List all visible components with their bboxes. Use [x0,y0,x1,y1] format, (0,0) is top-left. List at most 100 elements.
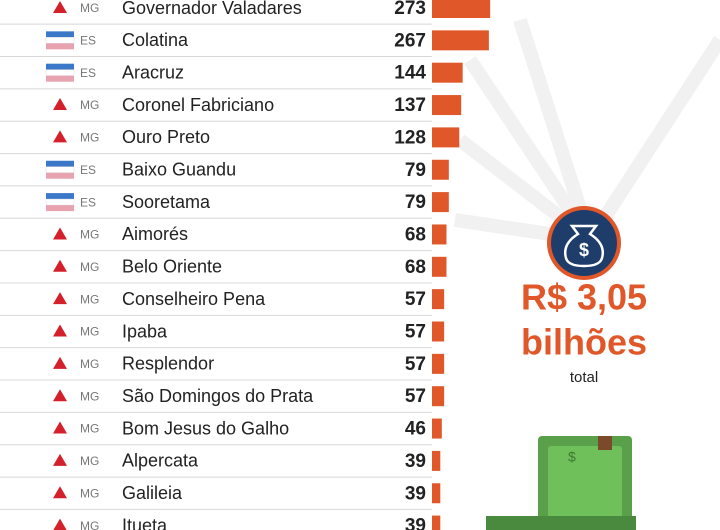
total-label: total [570,369,598,386]
city-label: Itueta [122,515,168,530]
flag-stripe [46,205,74,212]
flag-stripe [46,43,74,50]
flag-stripe [46,75,74,82]
svg-text:$: $ [568,449,576,465]
state-label: MG [80,292,99,306]
flag-mg [53,356,67,369]
value-label: 79 [405,160,426,181]
city-label: Baixo Guandu [122,160,236,180]
flag-mg [53,1,67,13]
bar [432,224,447,245]
flag-mg [53,292,67,305]
flag-stripe [45,166,75,173]
city-label: Coronel Fabriciano [122,95,274,115]
value-label: 68 [405,257,426,278]
flag-es [45,193,75,212]
value-label: 128 [394,127,426,148]
flag-mg [53,98,67,111]
bar [432,515,441,530]
state-label: MG [80,389,99,403]
value-label: 57 [405,322,426,343]
state-label: MG [80,357,99,371]
flag-mg [53,324,67,337]
bar [432,418,442,439]
value-label: 46 [405,419,426,440]
svg-text:$: $ [579,240,589,260]
bar [432,386,445,407]
flag-mg [53,421,67,434]
state-label: MG [80,98,99,112]
flag-stripe [45,69,75,76]
city-label: Governador Valadares [122,0,302,18]
flag-stripe [46,172,74,179]
state-label: MG [80,325,99,339]
bar [432,289,445,310]
bar [432,95,462,116]
city-label: Conselheiro Pena [122,289,266,309]
value-label: 267 [394,30,426,51]
city-label: Galileia [122,483,183,503]
total-unit: bilhões [521,322,647,363]
bar [432,450,441,471]
flag-mg [53,486,67,499]
flag-mg [53,130,67,143]
city-label: Ipaba [122,321,168,341]
value-label: 68 [405,224,426,245]
flag-stripe [46,193,74,200]
flag-mg [53,518,67,530]
value-label: 144 [394,63,426,84]
flag-mg [53,259,67,272]
city-label: Colatina [122,30,189,50]
total-amount: R$ 3,05 [521,277,647,318]
value-label: 57 [405,386,426,407]
value-label: 39 [405,516,426,530]
bar [432,30,489,51]
bar [432,159,449,180]
flag-stripe [45,37,75,44]
city-label: Aracruz [122,62,184,82]
bar [432,321,445,342]
flag-mg [53,389,67,402]
bar [432,62,463,83]
state-label: MG [80,486,99,500]
state-label: ES [80,66,96,80]
value-label: 273 [394,0,426,19]
state-label: ES [80,163,96,177]
bar [432,483,441,504]
state-label: MG [80,422,99,436]
state-label: ES [80,34,96,48]
state-label: MG [80,260,99,274]
flag-mg [53,453,67,466]
city-label: Resplendor [122,354,214,374]
state-label: MG [80,454,99,468]
city-label: Ouro Preto [122,127,210,147]
flag-stripe [46,31,74,38]
flag-es [45,63,75,82]
state-label: MG [80,228,99,242]
value-label: 57 [405,354,426,375]
flag-stripe [45,198,75,206]
city-label: Bom Jesus do Galho [122,418,289,438]
flag-es [45,160,75,179]
city-label: Alpercata [122,451,199,471]
value-label: 137 [394,95,426,116]
bar [432,353,445,374]
city-label: Sooretama [122,192,211,212]
money-illustration: $ [486,436,636,530]
state-label: ES [80,195,96,209]
flag-stripe [46,63,74,70]
state-label: MG [80,131,99,145]
state-label: MG [80,519,99,530]
bar [432,0,491,18]
city-label: São Domingos do Prata [122,386,314,406]
value-label: 79 [405,192,426,213]
city-label: Belo Oriente [122,257,222,277]
bar [432,192,449,213]
value-label: 39 [405,451,426,472]
flag-mg [53,227,67,240]
value-label: 57 [405,289,426,310]
flag-es [45,31,75,50]
bar [432,256,447,277]
value-label: 39 [405,483,426,504]
